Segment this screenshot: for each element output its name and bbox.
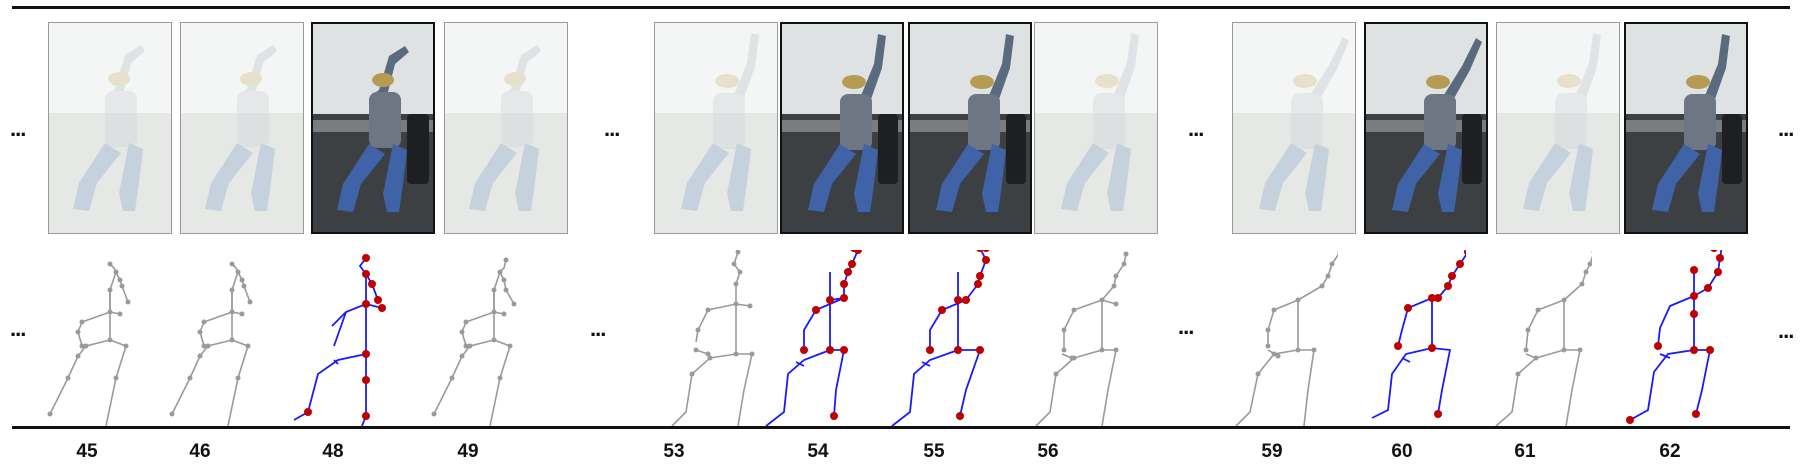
frame-label-48: 48 <box>322 441 344 462</box>
frame-label-55: 55 <box>923 441 945 462</box>
top-rule <box>12 6 1790 9</box>
frame-label-54: 54 <box>807 441 829 462</box>
skeletons-ellipsis-left: ... <box>10 316 26 341</box>
bottom-rule <box>12 426 1790 429</box>
video-frame-56 <box>1034 22 1158 234</box>
skeleton-54 <box>765 250 862 426</box>
skeleton-59 <box>1235 250 1338 426</box>
skeleton-61 <box>1495 250 1592 426</box>
frame-label-56: 56 <box>1037 441 1059 462</box>
video-frame-45 <box>48 22 172 234</box>
skeleton-48 <box>293 254 386 426</box>
skeleton-62 <box>1626 250 1724 424</box>
skeleton-49 <box>431 257 517 426</box>
frames-ellipsis-left: ... <box>10 116 26 141</box>
video-frame-49 <box>444 22 568 234</box>
frame-label-59: 59 <box>1261 441 1283 462</box>
skeleton-56 <box>1035 251 1129 426</box>
video-frame-48 <box>311 22 435 234</box>
skeletons-ellipsis-2: ... <box>590 316 606 341</box>
frames-ellipsis-3: ... <box>1188 116 1204 141</box>
video-frame-62 <box>1624 22 1748 234</box>
frame-label-61: 61 <box>1514 441 1536 462</box>
video-frame-53 <box>654 22 778 234</box>
skeleton-53 <box>671 250 755 426</box>
frame-label-49: 49 <box>457 441 479 462</box>
skeleton-46 <box>169 261 253 426</box>
skeleton-55 <box>891 250 990 426</box>
skeletons-ellipsis-right: ... <box>1778 318 1794 343</box>
video-frame-55 <box>908 22 1032 234</box>
frames-ellipsis-2: ... <box>604 116 620 141</box>
frame-label-46: 46 <box>189 441 211 462</box>
video-frame-46 <box>180 22 304 234</box>
video-frame-54 <box>780 22 904 234</box>
frame-label-45: 45 <box>76 441 98 462</box>
frames-ellipsis-right: ... <box>1778 116 1794 141</box>
video-frame-60 <box>1364 22 1488 234</box>
video-frame-61 <box>1496 22 1620 234</box>
frame-label-62: 62 <box>1659 441 1681 462</box>
frame-label-53: 53 <box>663 441 685 462</box>
skeleton-45 <box>47 261 131 426</box>
frame-label-60: 60 <box>1391 441 1413 462</box>
skeleton-60 <box>1371 250 1466 419</box>
video-frame-59 <box>1232 22 1356 234</box>
skeletons-ellipsis-3: ... <box>1178 314 1194 339</box>
